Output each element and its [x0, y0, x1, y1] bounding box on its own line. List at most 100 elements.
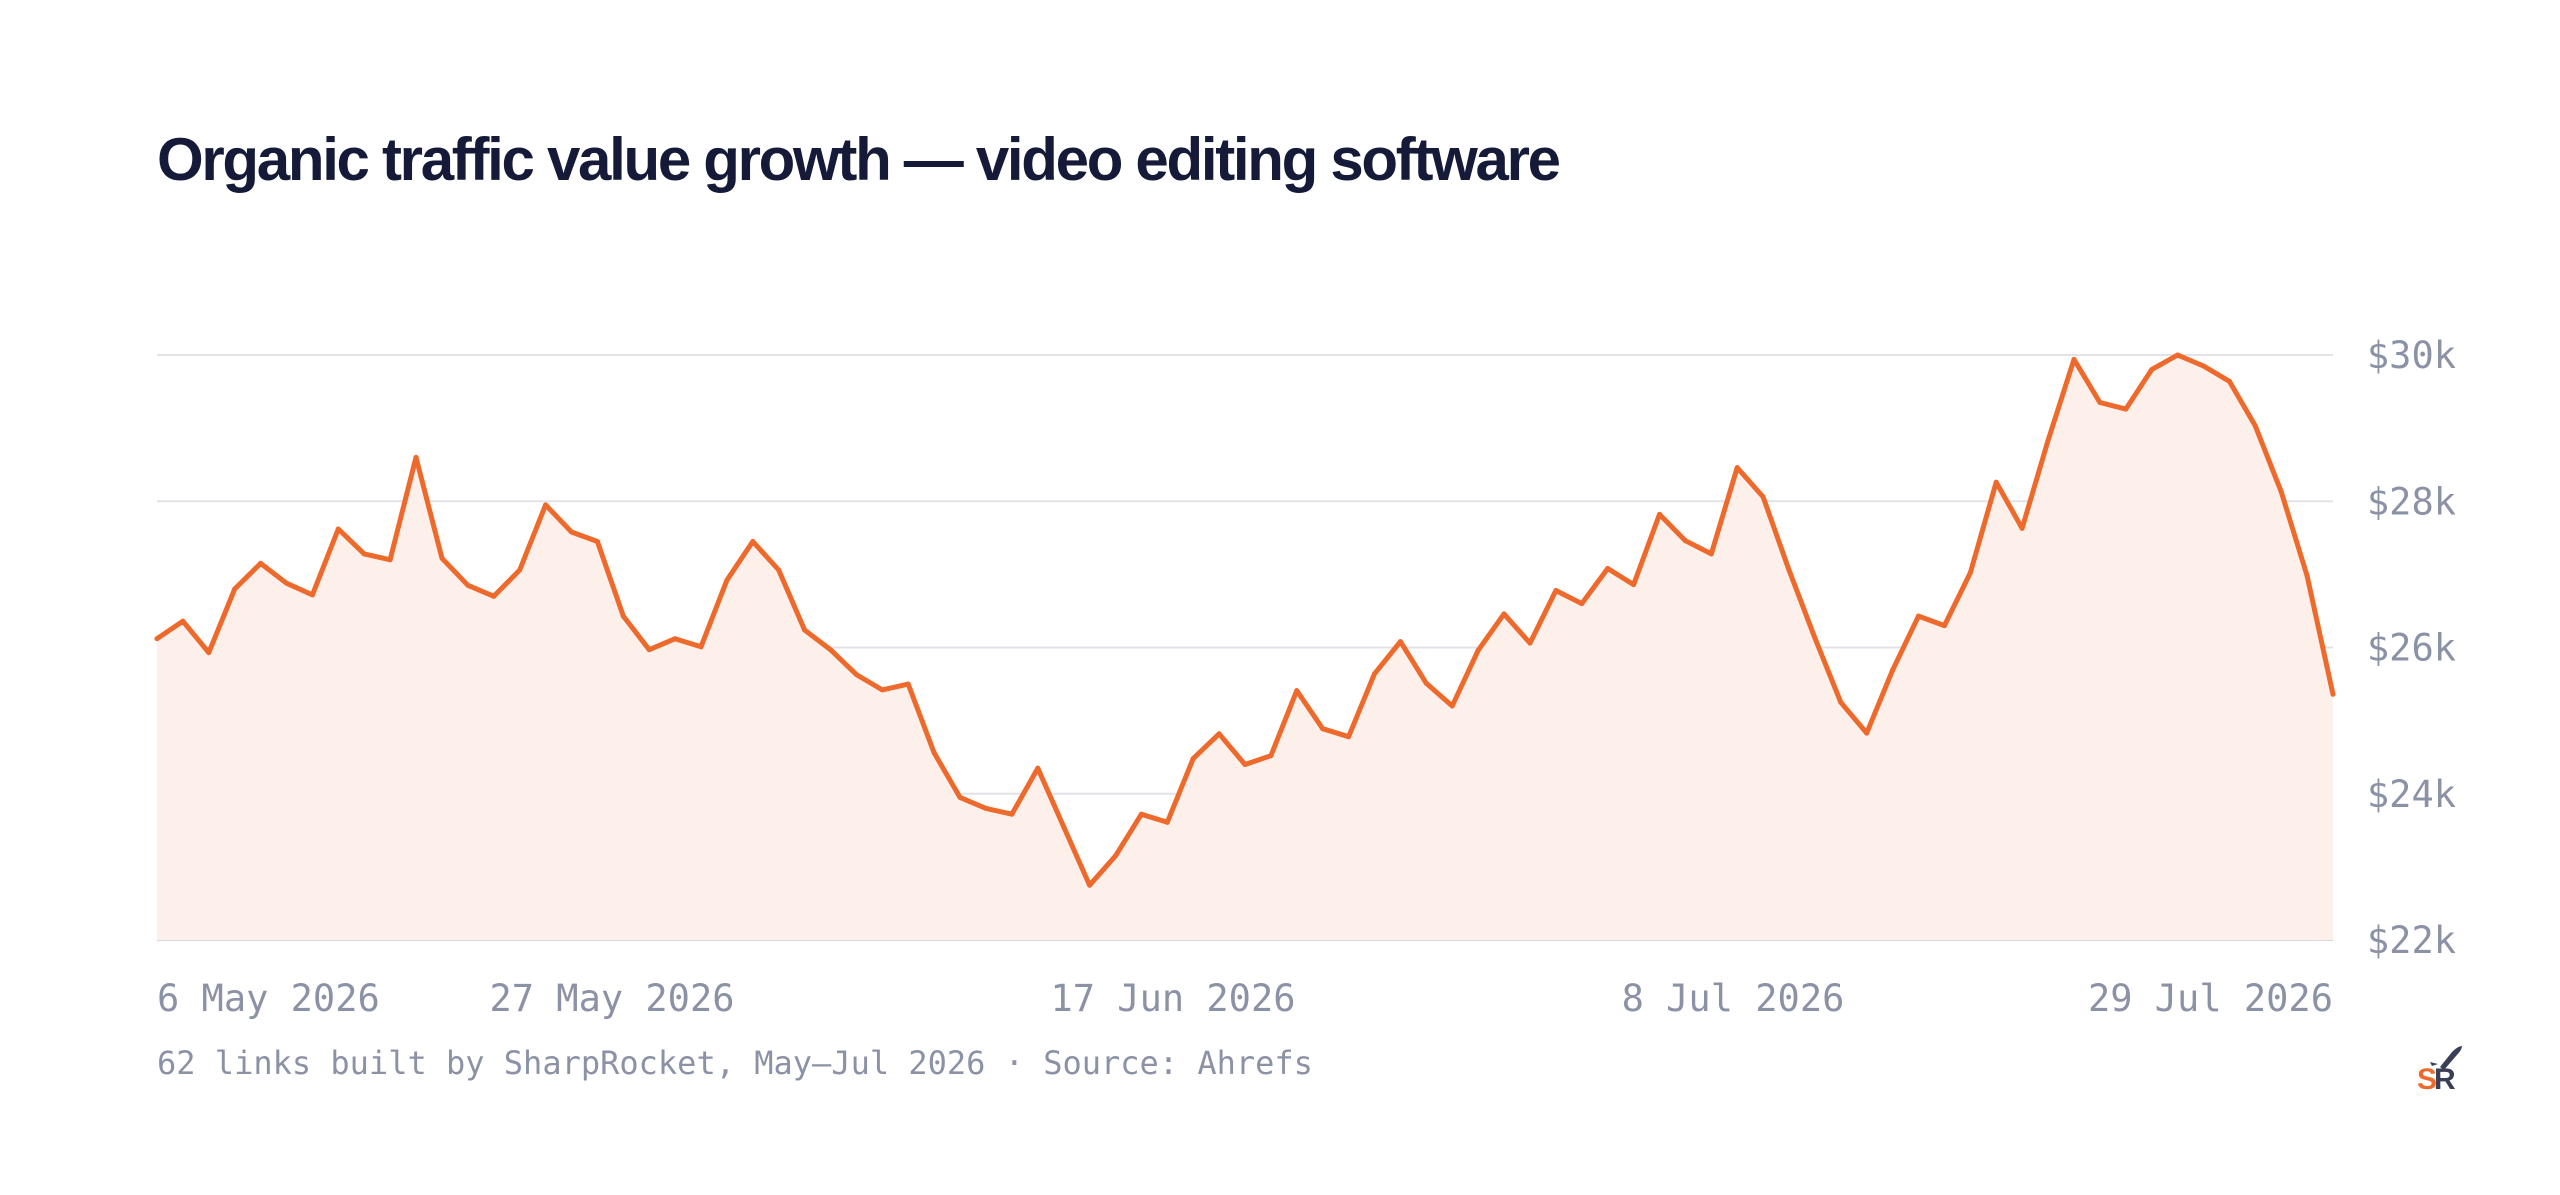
data-point [957, 794, 963, 800]
data-point [724, 577, 730, 583]
data-point [802, 627, 808, 633]
data-point [1657, 511, 1662, 517]
data-point [879, 687, 885, 693]
data-point [1527, 640, 1533, 646]
data-point [569, 529, 574, 535]
data-point [853, 672, 859, 678]
series-area [154, 352, 2336, 940]
data-point [1087, 882, 1093, 888]
data-point [1579, 601, 1585, 607]
data-point [1320, 726, 1326, 732]
rocket-icon [2430, 1046, 2462, 1070]
data-point [309, 592, 315, 598]
logo-letter-r: R [2434, 1063, 2456, 1096]
data-point [387, 557, 393, 563]
data-point [776, 567, 782, 573]
data-point [2278, 489, 2284, 495]
data-point [1501, 611, 1507, 617]
x-tick-label: 8 Jul 2026 [1622, 977, 1845, 1020]
data-point [1138, 811, 1144, 817]
data-point [1423, 680, 1429, 686]
data-point [1864, 730, 1870, 736]
data-point [258, 560, 264, 566]
data-point [2097, 400, 2103, 405]
data-point [1812, 635, 1818, 641]
data-point [1372, 671, 1377, 677]
chart-title: Organic traffic value growth — video edi… [157, 126, 1560, 193]
data-point [698, 644, 704, 650]
data-point [2226, 378, 2232, 384]
data-point [1475, 647, 1481, 653]
y-tick-label: $26k [2367, 627, 2456, 670]
data-point [206, 650, 212, 656]
data-point [1941, 623, 1947, 629]
x-axis-ticks: 6 May 2026 27 May 2026 17 Jun 2026 8 Jul 20… [157, 977, 2333, 1020]
data-point [1916, 613, 1921, 619]
data-point [1216, 731, 1222, 737]
logo-letter-s: S [2417, 1063, 2437, 1096]
data-point [1061, 824, 1067, 830]
data-point [672, 636, 678, 642]
x-tick-label: 17 Jun 2026 [1050, 977, 1295, 1020]
data-point [646, 647, 652, 653]
data-point [154, 636, 160, 642]
data-point [543, 502, 549, 508]
data-point [2330, 691, 2336, 697]
data-point [1346, 734, 1352, 740]
data-point [2045, 438, 2051, 444]
data-point [1890, 667, 1896, 673]
data-point [1009, 811, 1015, 817]
chart-caption: 62 links built by SharpRocket, May–Jul 2… [157, 1044, 1313, 1082]
data-point [232, 586, 238, 592]
data-point [1449, 703, 1455, 709]
data-point [1397, 639, 1403, 645]
data-point [1553, 588, 1559, 593]
data-point [983, 805, 989, 811]
data-point [2123, 406, 2129, 412]
data-point [1242, 762, 1248, 767]
data-point [517, 567, 523, 573]
data-point [931, 750, 937, 756]
data-point [1268, 753, 1274, 759]
data-point [2175, 352, 2181, 358]
data-point [1967, 570, 1973, 576]
x-tick-label: 6 May 2026 [157, 977, 380, 1020]
data-point [1708, 551, 1714, 557]
data-point [2071, 356, 2077, 362]
data-point [1164, 819, 1170, 825]
data-point [2149, 367, 2155, 373]
data-point [413, 454, 419, 460]
data-point [828, 647, 833, 653]
data-point [1682, 538, 1688, 544]
data-point [1786, 567, 1792, 573]
data-point [1760, 494, 1766, 500]
data-point [491, 593, 497, 599]
data-point [2201, 363, 2206, 369]
data-point [439, 555, 445, 561]
y-tick-label: $24k [2367, 773, 2456, 816]
y-tick-label: $30k [2367, 334, 2456, 377]
y-axis-ticks: $30k $28k $26k $24k $22k [2367, 334, 2456, 962]
data-point [1838, 699, 1844, 705]
data-point [2252, 423, 2258, 429]
data-point [180, 618, 186, 624]
y-tick-label: $22k [2367, 919, 2456, 962]
data-point [905, 681, 911, 687]
data-point [1294, 688, 1300, 694]
data-point [2304, 573, 2310, 579]
sharprocket-logo: S R [2417, 1046, 2462, 1096]
series-area-fill [157, 355, 2333, 940]
data-point [620, 613, 626, 619]
data-point [2019, 525, 2025, 531]
data-point [1734, 465, 1740, 471]
data-point [361, 551, 367, 557]
x-tick-label: 27 May 2026 [489, 977, 734, 1020]
data-point [594, 539, 600, 544]
data-point [1113, 853, 1118, 859]
data-point [1605, 566, 1611, 571]
data-point [335, 526, 341, 532]
data-point [1190, 756, 1196, 762]
y-tick-label: $28k [2367, 480, 2456, 523]
data-point [1993, 479, 1999, 485]
